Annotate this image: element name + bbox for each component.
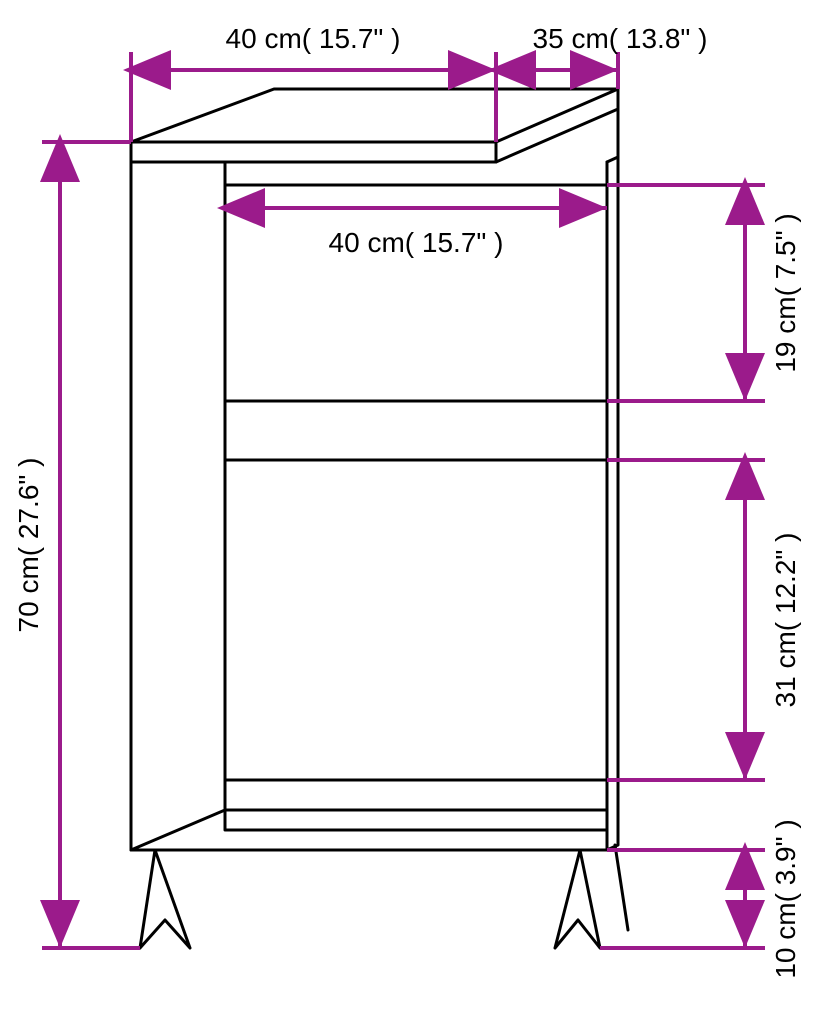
top-slab [131, 89, 618, 142]
label-drawer-height: 19 cm( 7.5" ) [770, 213, 801, 372]
label-drawer-width: 40 cm( 15.7" ) [329, 227, 504, 258]
label-height-left: 70 cm( 27.6" ) [13, 458, 44, 633]
dim-depth-top [496, 52, 618, 89]
left-side [131, 162, 225, 850]
dim-door-height [607, 460, 765, 780]
label-leg-height: 10 cm( 3.9" ) [770, 819, 801, 978]
drawer-front [225, 185, 607, 401]
legs [140, 845, 628, 948]
dimension-diagram: 40 cm( 15.7" ) 35 cm( 13.8" ) 40 cm( 15.… [0, 0, 839, 1013]
dim-width-top [131, 52, 496, 142]
label-width-top: 40 cm( 15.7" ) [226, 23, 401, 54]
cabinet-outline [131, 89, 628, 948]
label-depth-top: 35 cm( 13.8" ) [533, 23, 708, 54]
dim-height-left [42, 142, 140, 948]
door-front [225, 460, 607, 780]
dim-drawer-height [607, 185, 765, 401]
label-door-height: 31 cm( 12.2" ) [770, 533, 801, 708]
